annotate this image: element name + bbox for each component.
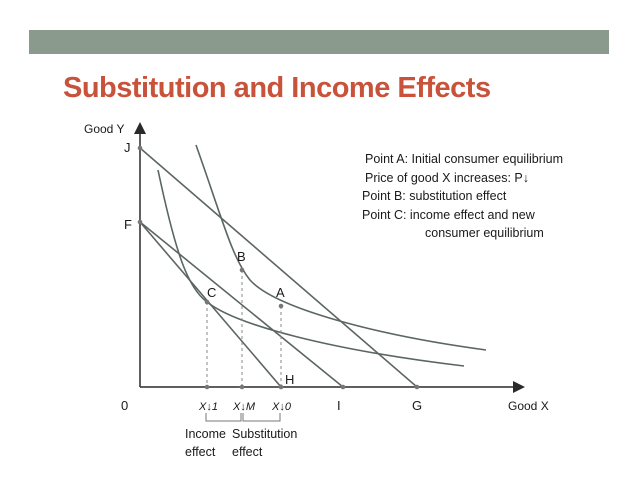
point-h-label: H [285,372,294,387]
legend-point-c-continued: consumer equilibrium [425,226,544,240]
substitution-effect-label: Substitution effect [232,427,301,459]
point-a-label: A [276,285,285,300]
tick-xm-dot [239,384,245,390]
tick-x1-dot [204,384,210,390]
point-b-dot [239,267,245,273]
slide-title: Substitution and Income Effects [63,72,491,104]
point-f-dot [137,219,143,225]
point-i-dot [340,384,346,390]
point-j-dot [137,145,143,151]
legend-point-a: Point A: Initial consumer equilibrium [365,152,564,166]
income-effect-bracket [205,413,242,422]
point-i-label: I [337,398,341,413]
budget-line-fi [139,221,344,388]
legend: Point A: Initial consumer equilibrium Pr… [362,150,563,243]
tick-x1-label: X↓1 [198,401,218,413]
y-axis-label: Good Y [84,122,124,136]
indifference-curve-high [195,144,487,351]
point-c-label: C [207,285,216,300]
tick-xm-label: X↓M [232,401,256,413]
tick-x0-label: X↓0 [271,401,292,413]
point-a-dot [278,303,284,309]
point-g-dot [414,384,420,390]
legend-point-c: Point C: income effect and new [362,207,535,222]
point-h-dot [278,384,284,390]
point-j-label: J [124,140,131,155]
point-c-dot [204,299,210,305]
income-effect-label: Income effect [185,427,229,459]
x-axis-label: Good X [508,399,549,413]
legend-point-b: Point B: substitution effect [362,189,507,203]
origin-label: 0 [121,398,128,413]
point-f-label: F [124,217,132,232]
legend-price-change: Price of good X increases: P↓ [365,170,529,185]
budget-line-jg [139,147,418,388]
indifference-curve-low [157,169,465,367]
substitution-effect-bracket [242,413,281,422]
top-decor-bar [29,30,609,54]
point-b-label: B [237,249,246,264]
point-g-label: G [412,398,422,413]
